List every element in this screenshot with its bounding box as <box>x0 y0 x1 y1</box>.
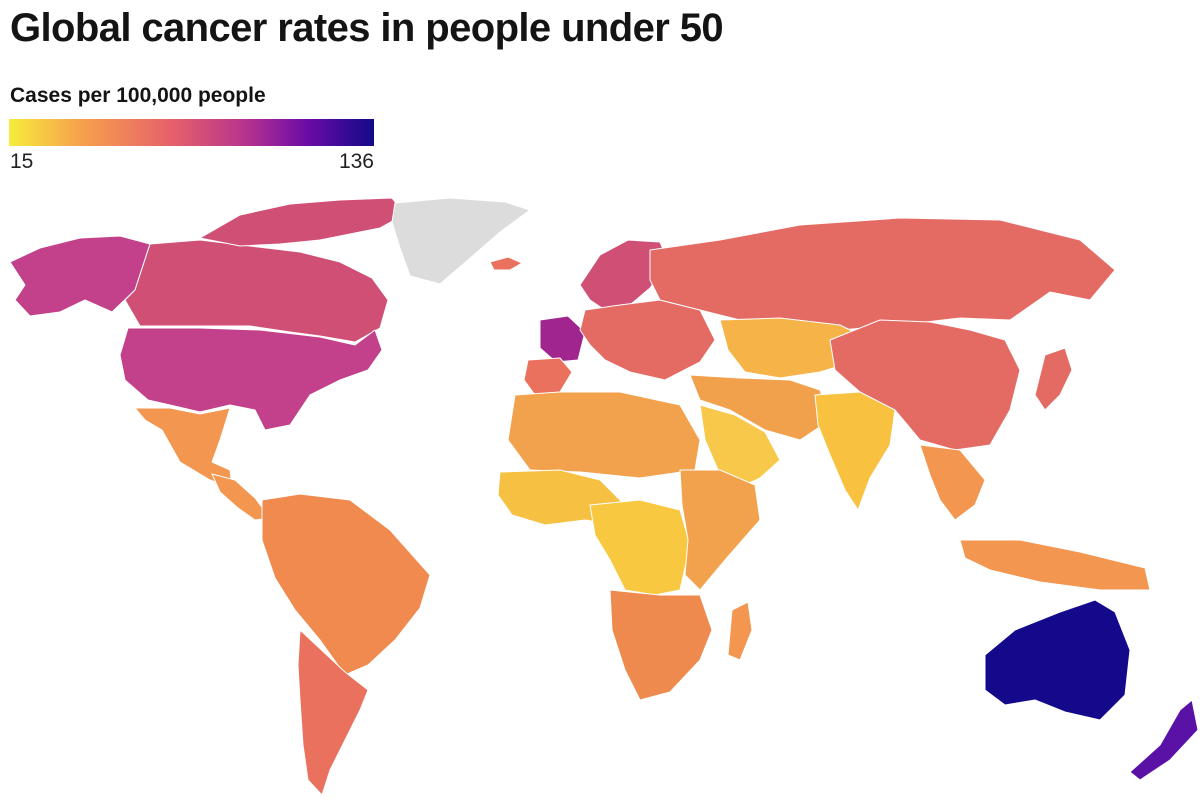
region-indonesia[interactable]: Indonesia <box>959 539 1151 591</box>
region-south-america[interactable]: South America <box>261 493 431 676</box>
region-iceland[interactable]: Iceland <box>489 256 523 271</box>
region-iberia[interactable]: Iberia <box>523 357 573 396</box>
legend-max-label: 136 <box>338 150 374 173</box>
region-greenland[interactable]: Greenland <box>391 197 531 285</box>
region-alaska[interactable]: Alaska <box>9 235 151 317</box>
region-central-africa[interactable]: Central Africa <box>589 499 691 596</box>
region-arabia[interactable]: Arabian Peninsula <box>699 404 781 491</box>
region-central-america[interactable]: Central America <box>211 473 271 521</box>
region-russia[interactable]: Russia <box>649 217 1116 331</box>
region-east-africa[interactable]: East Africa <box>679 469 761 591</box>
world-map: Alaska Canada Canadian Arctic Islands Gr… <box>9 197 1199 796</box>
region-japan[interactable]: Japan <box>1034 347 1073 411</box>
map-title: Global cancer rates in people under 50 <box>10 6 724 50</box>
region-north-africa[interactable]: North Africa <box>507 391 701 479</box>
region-southern-africa[interactable]: Southern Africa <box>609 589 713 701</box>
legend-min-label: 15 <box>10 150 34 173</box>
region-china[interactable]: China <box>829 319 1021 451</box>
region-usa[interactable]: United States <box>119 327 383 431</box>
region-southeast-asia[interactable]: Southeast Asia <box>919 444 986 521</box>
legend-title: Cases per 100,000 people <box>10 84 266 107</box>
region-canada[interactable]: Canada <box>124 239 389 343</box>
region-madagascar[interactable]: Madagascar <box>727 601 753 661</box>
region-australia[interactable]: Australia <box>984 599 1131 721</box>
region-middle-east[interactable]: Middle East <box>689 374 831 441</box>
region-new-zealand[interactable]: New Zealand <box>1129 699 1199 781</box>
legend-color-bar <box>9 119 374 146</box>
region-europe[interactable]: Europe <box>579 299 716 381</box>
region-mexico[interactable]: Mexico <box>134 407 233 489</box>
region-india[interactable]: India <box>814 391 896 511</box>
region-argentina-chile[interactable]: Argentina & Chile <box>297 629 369 796</box>
region-canadian-arctic[interactable]: Canadian Arctic Islands <box>199 197 406 247</box>
region-france[interactable]: France <box>539 315 586 363</box>
